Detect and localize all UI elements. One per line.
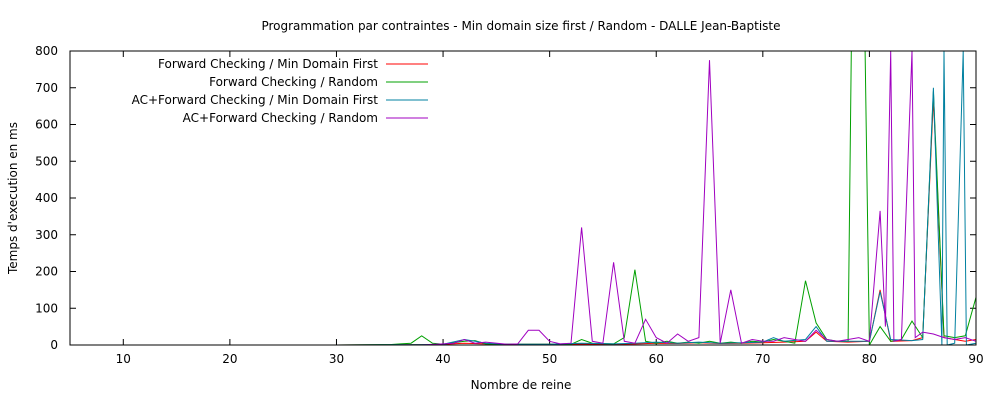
y-tick-label: 800 [35, 44, 58, 58]
series-line-2 [80, 51, 976, 345]
plot-frame [69, 50, 977, 346]
x-tick-label: 40 [435, 352, 450, 366]
x-tick-label: 70 [755, 352, 770, 366]
x-tick-label: 60 [649, 352, 664, 366]
legend-label: Forward Checking / Random [209, 75, 378, 89]
y-tick-label: 400 [35, 191, 58, 205]
x-tick-label: 30 [329, 352, 344, 366]
series-line-0 [80, 98, 976, 345]
x-tick-label: 50 [542, 352, 557, 366]
y-tick-label: 100 [35, 301, 58, 315]
chart-title: Programmation par contraintes - Min doma… [261, 19, 780, 33]
x-tick-label: 90 [968, 352, 983, 366]
series-group [80, 51, 976, 345]
y-tick-label: 300 [35, 228, 58, 242]
y-tick-label: 600 [35, 118, 58, 132]
x-tick-label: 10 [116, 352, 131, 366]
legend-label: AC+Forward Checking / Min Domain First [132, 93, 379, 107]
axis-ticks: 10 20 30 40 50 60 70 80 90 0 100 200 300 400 500 600 700… [35, 44, 984, 366]
x-tick-label: 80 [862, 352, 877, 366]
y-axis-label: Temps d'execution en ms [6, 122, 20, 275]
series-line-3 [80, 51, 976, 345]
x-axis-label: Nombre de reine [471, 378, 572, 392]
y-tick-label: 700 [35, 81, 58, 95]
legend-label: Forward Checking / Min Domain First [158, 57, 378, 71]
x-tick-label: 20 [222, 352, 237, 366]
y-tick-label: 500 [35, 154, 58, 168]
y-tick-label: 0 [50, 338, 58, 352]
legend-label: AC+Forward Checking / Random [183, 111, 378, 125]
legend: Forward Checking / Min Domain First Forwa… [132, 57, 428, 125]
y-tick-label: 200 [35, 265, 58, 279]
